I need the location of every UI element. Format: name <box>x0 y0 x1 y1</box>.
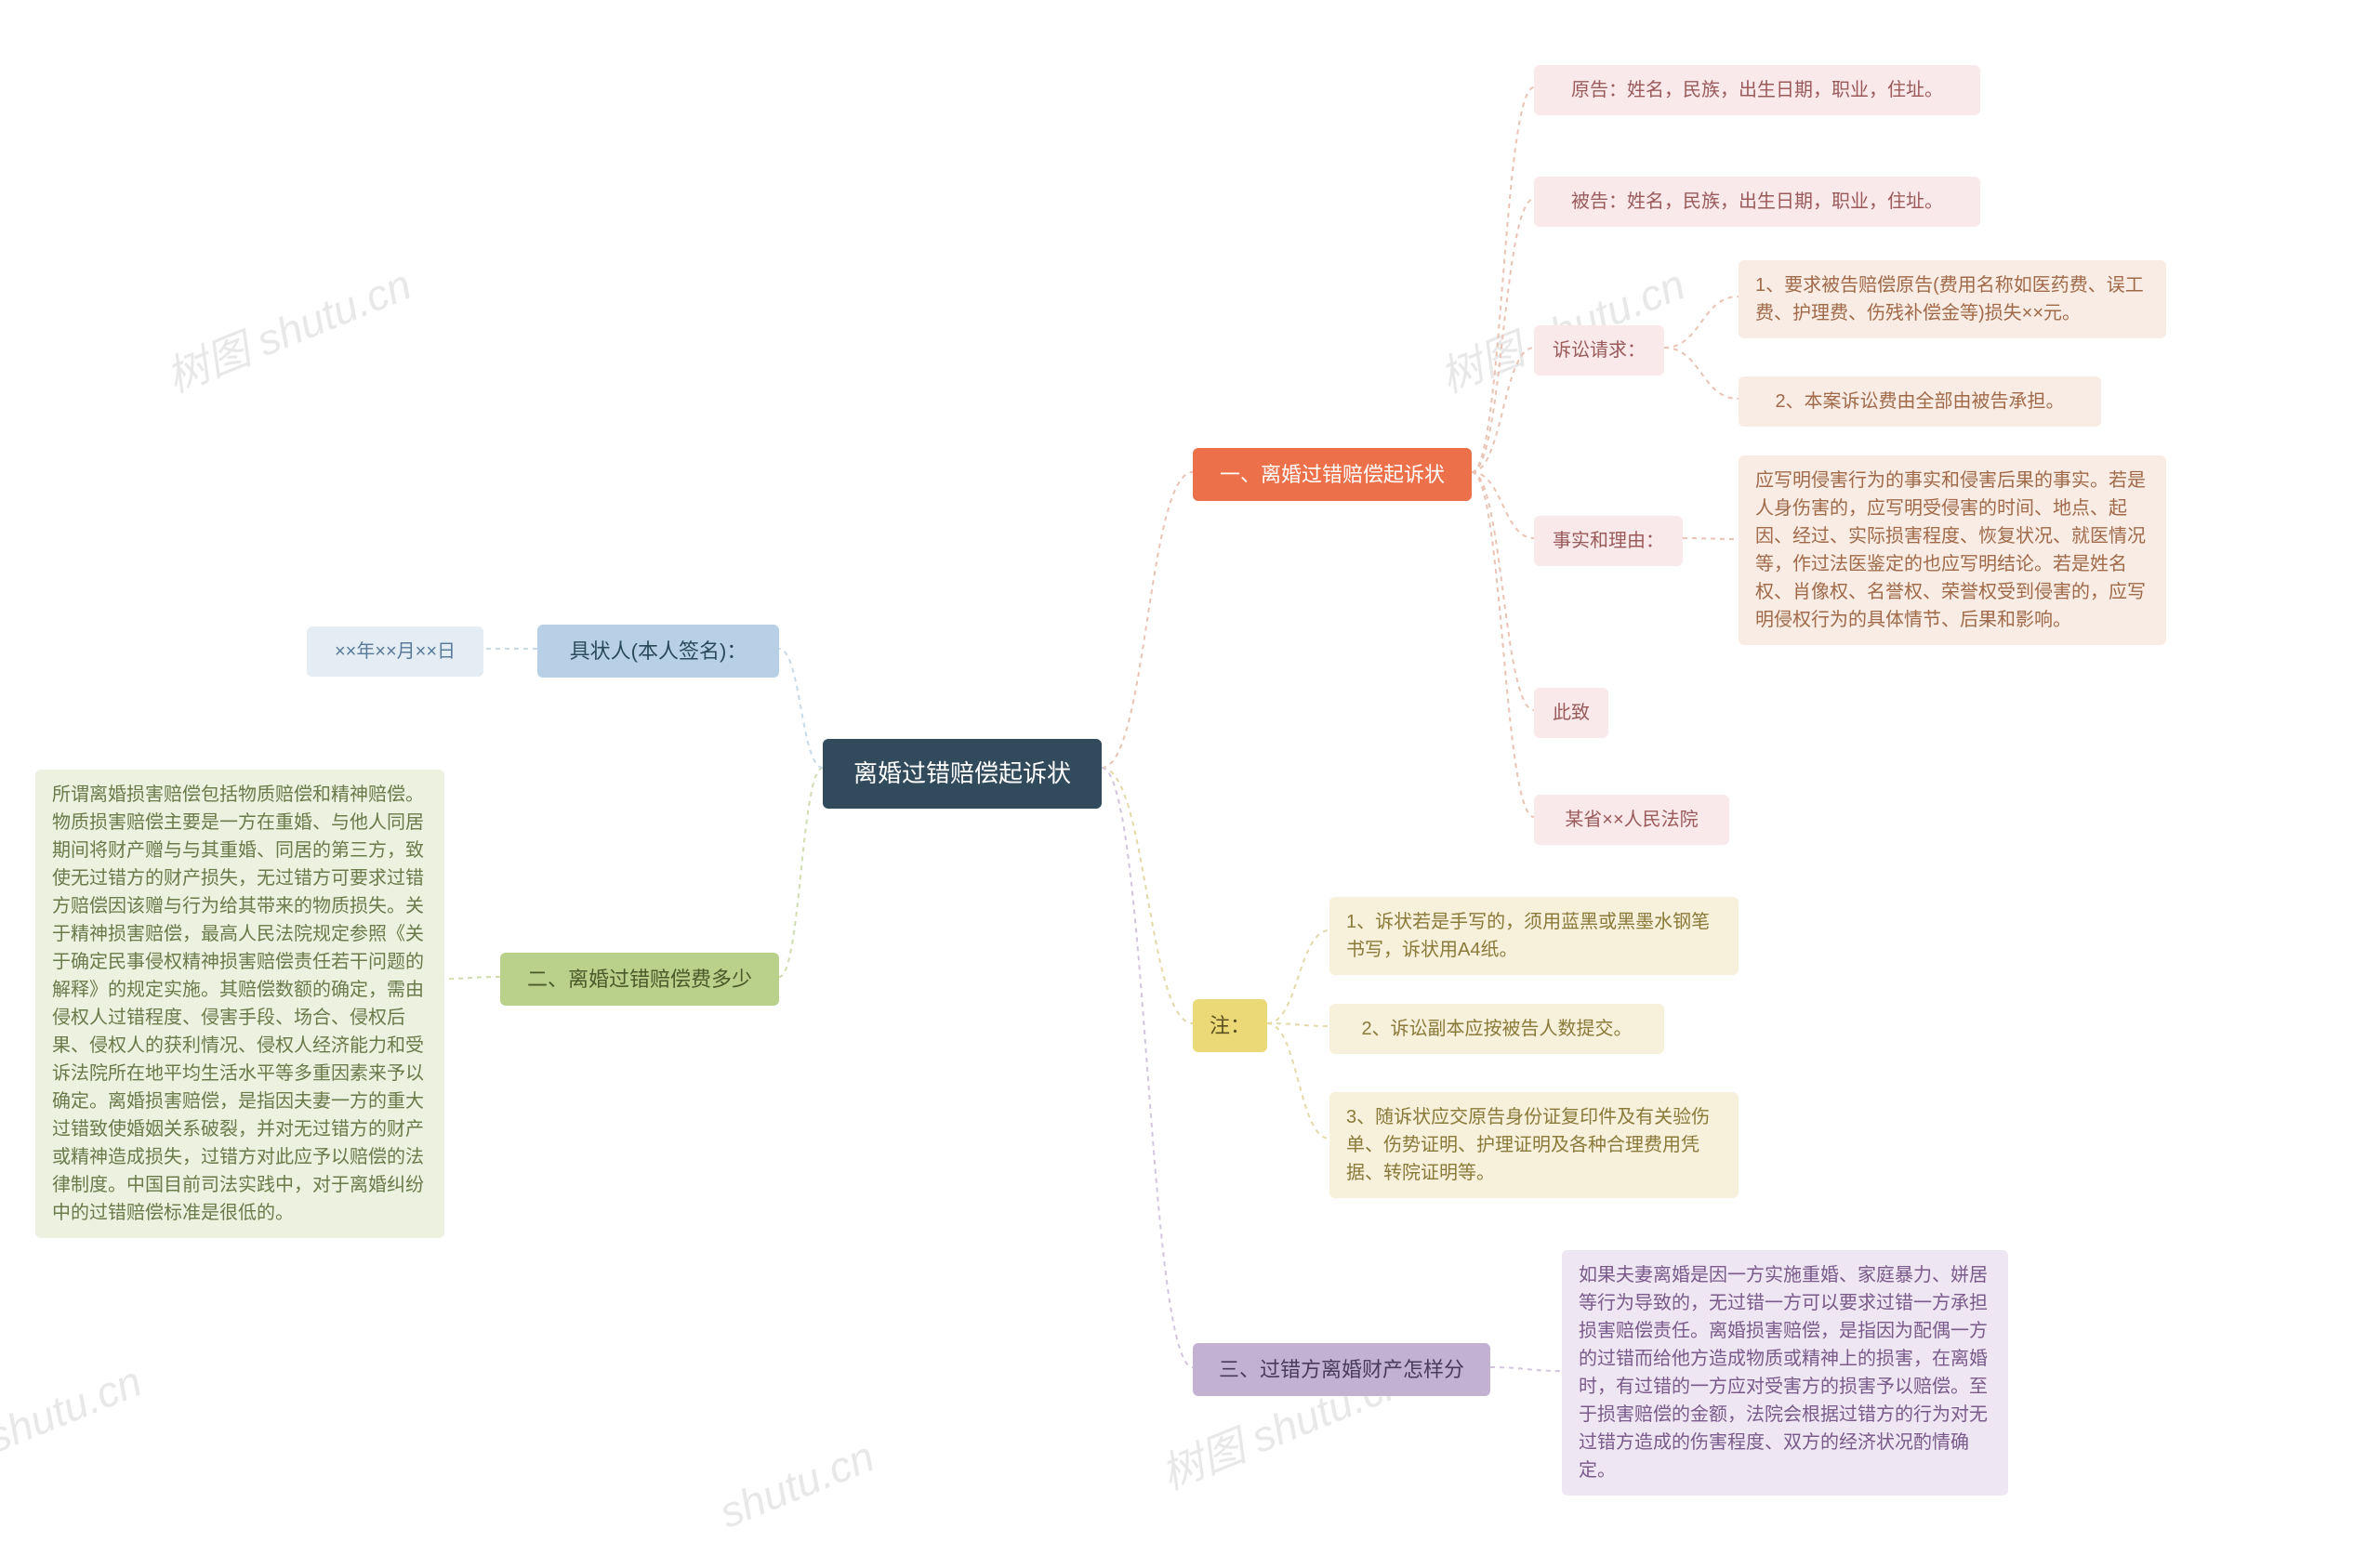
node-b1c6: 某省××人民法院 <box>1534 795 1729 845</box>
connector <box>1470 470 1536 819</box>
node: 离婚过错赔偿起诉状 <box>823 739 1102 809</box>
node-b4c1: 所谓离婚损害赔偿包括物质赔偿和精神赔偿。物质损害赔偿主要是一方在重婚、与他人同居… <box>35 770 444 1238</box>
connector <box>1265 1021 1331 1140</box>
connector <box>777 647 825 770</box>
node-b1c3b: 2、本案诉讼费由全部由被告承担。 <box>1739 376 2101 427</box>
connector <box>1265 1021 1331 1028</box>
node-b2c2: 2、诉讼副本应按被告人数提交。 <box>1329 1004 1664 1054</box>
connector <box>1681 536 1740 541</box>
watermark: 树图 shutu.cn <box>0 1348 150 1502</box>
connector <box>1470 470 1536 712</box>
node-b1c4a: 应写明侵害行为的事实和侵害后果的事实。若是人身伤害的，应写明受侵害的时间、地点、… <box>1739 455 2166 645</box>
connector <box>1470 197 1536 474</box>
node-b4: 二、离婚过错赔偿费多少 <box>500 953 779 1006</box>
node-b1: 一、离婚过错赔偿起诉状 <box>1193 448 1472 501</box>
connector <box>1100 766 1195 1025</box>
connector <box>1100 470 1195 770</box>
node-b1c5: 此致 <box>1534 688 1608 738</box>
connector <box>1265 929 1331 1025</box>
node-b3: 三、过错方离婚财产怎样分 <box>1193 1343 1490 1396</box>
node-b5: 具状人(本人签名)： <box>537 625 779 678</box>
connector <box>777 766 825 979</box>
node-b2c3: 3、随诉状应交原告身份证复印件及有关验伤单、伤势证明、护理证明及各种合理费用凭据… <box>1329 1092 1739 1198</box>
node-b5c1: ××年××月××日 <box>307 626 483 677</box>
connector <box>1100 766 1195 1369</box>
watermark: 树图 shutu.cn <box>156 251 419 405</box>
node-b2: 注： <box>1193 999 1267 1052</box>
node-b3c1: 如果夫妻离婚是因一方实施重婚、家庭暴力、姘居等行为导致的，无过错一方可以要求过错… <box>1562 1250 2008 1496</box>
connector <box>482 647 539 651</box>
connector <box>1662 346 1740 401</box>
node-b1c2: 被告：姓名，民族，出生日期，职业，住址。 <box>1534 177 1980 227</box>
connector <box>1470 470 1536 540</box>
node-b1c4: 事实和理由： <box>1534 516 1683 566</box>
node-b2c1: 1、诉状若是手写的，须用蓝黑或黑墨水钢笔书写，诉状用A4纸。 <box>1329 897 1739 975</box>
connector <box>443 975 502 981</box>
node-b1c3a: 1、要求被告赔偿原告(费用名称如医药费、误工费、护理费、伤残补偿金等)损失××元… <box>1739 260 2166 338</box>
node-b1c1: 原告：姓名，民族，出生日期，职业，住址。 <box>1534 65 1980 115</box>
connector <box>1488 1365 1564 1373</box>
connector <box>1470 346 1536 474</box>
node-b1c3: 诉讼请求： <box>1534 325 1664 376</box>
connector <box>1662 295 1740 349</box>
watermark: shutu.cn <box>712 1430 880 1537</box>
connector <box>1470 86 1536 474</box>
